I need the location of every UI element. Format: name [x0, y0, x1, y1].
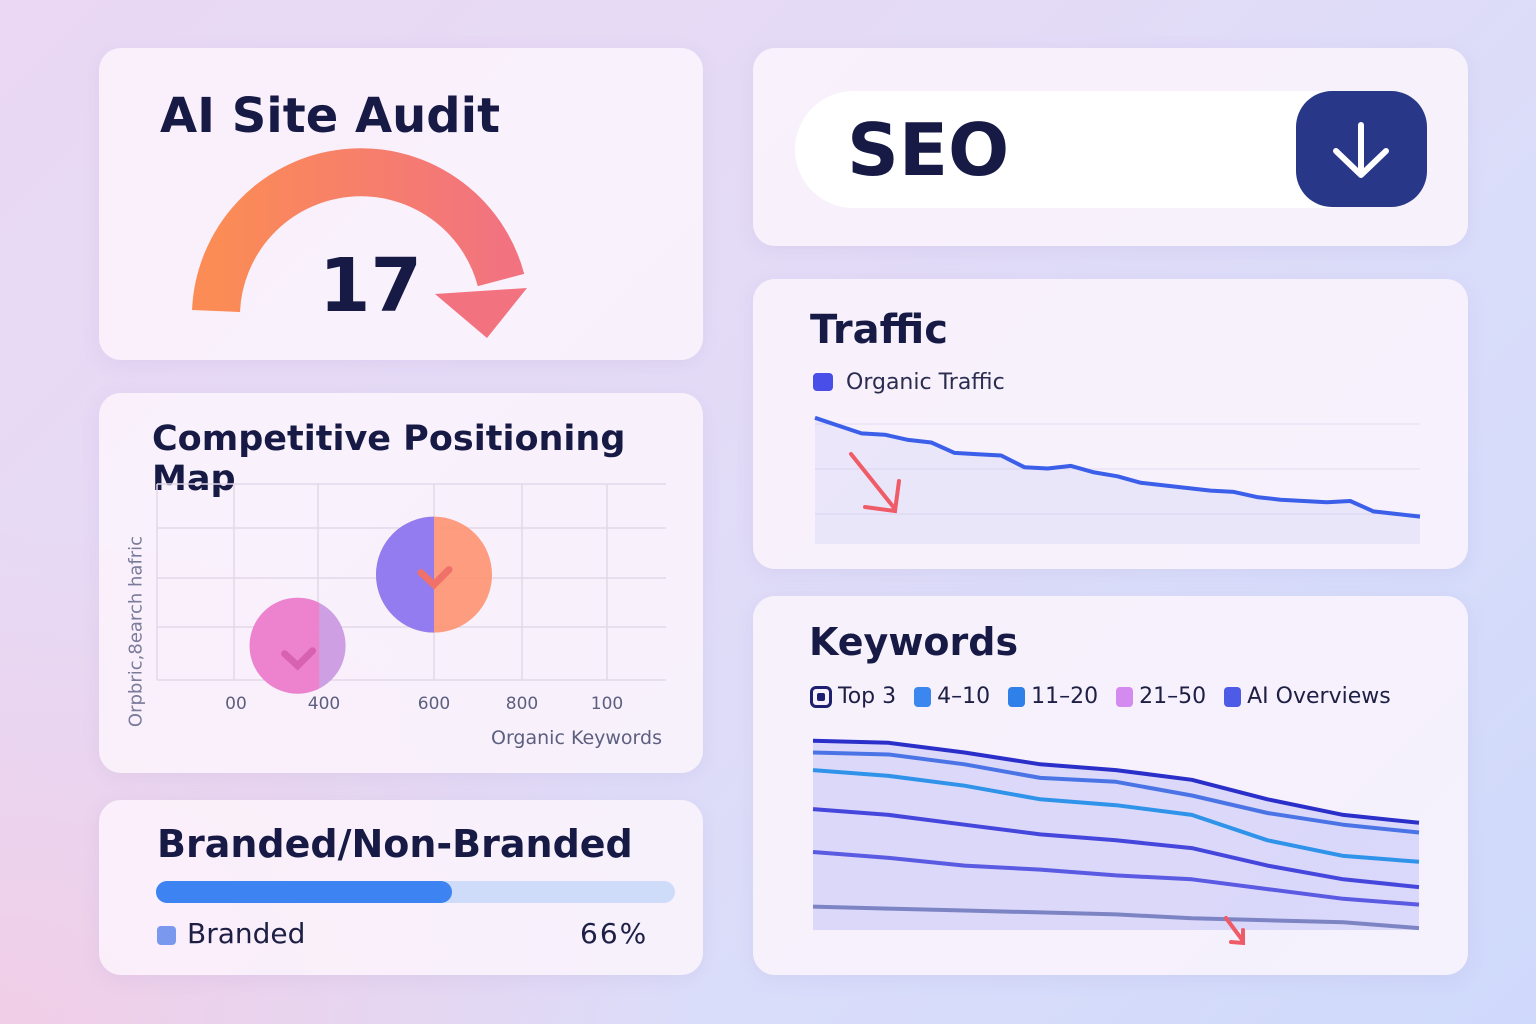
site-audit-card: AI Site Audit 17	[99, 48, 703, 360]
keywords-series-line	[812, 807, 1420, 890]
legend-swatch-branded	[157, 926, 176, 945]
x-tick-label: 00	[225, 694, 247, 714]
positioning-title: Competitive Positioning Map	[152, 419, 626, 499]
arrow-down-icon	[1333, 122, 1389, 178]
keywords-series-line	[812, 904, 1420, 931]
traffic-title: Traffic	[810, 307, 948, 353]
legend-swatch	[1224, 686, 1242, 707]
legend-label: Top 3	[838, 684, 897, 709]
legend-item[interactable]: Top 3	[810, 684, 896, 709]
legend-label: 11–20	[1031, 684, 1099, 709]
keywords-area	[813, 740, 1419, 930]
positioning-chart: 00 400 600 800 100	[156, 483, 666, 714]
legend-swatch	[1008, 686, 1026, 707]
x-tick-label: 600	[418, 694, 450, 714]
legend-item[interactable]: 11–20	[1008, 684, 1098, 709]
check-icon	[281, 647, 317, 671]
competitor-bubble[interactable]	[249, 597, 346, 694]
keywords-series-line	[812, 738, 1420, 825]
seo-card: SEO	[753, 48, 1468, 246]
branded-percentage: 66%	[580, 917, 649, 950]
traffic-card: Traffic Organic Traffic	[753, 279, 1468, 569]
keywords-series-line	[812, 768, 1420, 864]
legend-item[interactable]: AI Overviews	[1224, 684, 1391, 709]
legend-label: 4–10	[937, 684, 991, 709]
legend-label: AI Overviews	[1247, 684, 1391, 709]
keywords-title: Keywords	[809, 620, 1019, 664]
keywords-card: Keywords Top 3 4–10 11–20 21–50 AI Overviews	[753, 596, 1468, 975]
legend-swatch-organic-traffic	[813, 373, 833, 391]
traffic-series-line	[814, 415, 1421, 519]
keywords-chart	[812, 738, 1420, 946]
audit-gauge-arrow-icon	[192, 148, 527, 338]
trend-down-arrow-icon	[1224, 916, 1245, 946]
branded-title: Branded/Non-Branded	[157, 822, 633, 866]
seo-label: SEO	[847, 108, 1010, 192]
legend-label: 21–50	[1139, 684, 1207, 709]
keywords-series-line	[812, 850, 1420, 907]
x-tick-label: 100	[591, 694, 623, 714]
traffic-chart	[814, 415, 1421, 544]
legend-swatch	[1116, 686, 1134, 707]
radio-square-icon	[810, 685, 832, 708]
check-icon	[417, 566, 453, 590]
trend-down-arrow-icon	[849, 452, 901, 514]
x-tick-label: 400	[308, 694, 340, 714]
x-tick-label: 800	[506, 694, 538, 714]
keywords-series-line	[812, 750, 1420, 835]
download-button[interactable]	[1296, 91, 1427, 207]
site-audit-title: AI Site Audit	[160, 88, 501, 144]
branded-progress-fill	[156, 881, 452, 903]
keywords-legend: Top 3 4–10 11–20 21–50 AI Overviews	[810, 684, 1391, 709]
legend-label-branded: Branded	[187, 917, 306, 950]
legend-item[interactable]: 21–50	[1116, 684, 1206, 709]
branded-card: Branded/Non-Branded Branded 66%	[99, 800, 703, 975]
legend-swatch	[914, 686, 932, 707]
traffic-area	[815, 417, 1420, 544]
competitor-bubble[interactable]	[376, 516, 492, 633]
positioning-x-axis-label: Organic Keywords	[491, 727, 662, 749]
positioning-card: Competitive Positioning Map Orpbric,8ear…	[99, 393, 703, 773]
legend-label-organic-traffic: Organic Traffic	[846, 370, 1005, 395]
legend-item[interactable]: 4–10	[914, 684, 990, 709]
audit-score: 17	[319, 243, 422, 329]
branded-progress-track	[156, 881, 675, 903]
seo-search-bar[interactable]	[795, 91, 1385, 208]
